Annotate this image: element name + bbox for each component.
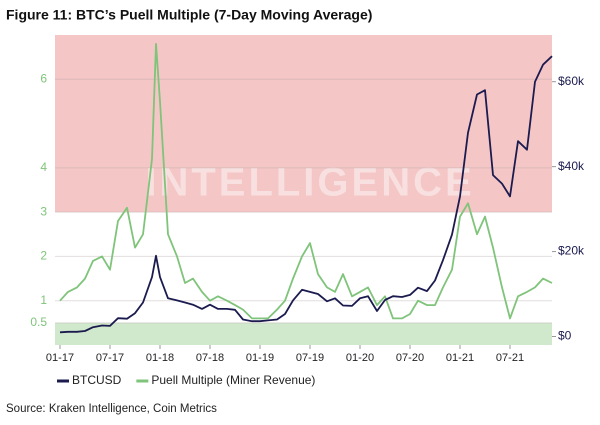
y-tick-label: 6	[40, 71, 47, 85]
x-tick-label: 01-18	[146, 352, 174, 364]
series-line	[59, 43, 553, 320]
source: Source: Kraken Intelligence, Coin Metric…	[6, 403, 217, 415]
series-line	[59, 55, 553, 334]
y-tick-label: 1	[40, 293, 47, 307]
legend-label: Puell Multiple (Miner Revenue)	[151, 373, 315, 387]
band	[55, 322, 552, 345]
x-tick-label: 07-18	[196, 352, 224, 364]
y2-tick-label: $0	[558, 329, 572, 343]
y2-tick-label: $40k	[558, 159, 585, 173]
chart-title: Figure 11: BTC’s Puell Multiple (7-Day M…	[6, 7, 372, 23]
band	[55, 35, 552, 213]
x-tick-label: 07-17	[96, 352, 124, 364]
y-tick-label: 2	[40, 249, 47, 263]
y-tick-label: 0.5	[30, 315, 47, 329]
y-tick-label: 3	[40, 204, 47, 218]
x-tick-label: 01-17	[46, 352, 74, 364]
legend-label: BTCUSD	[72, 373, 122, 387]
y2-tick-label: $20k	[558, 244, 585, 258]
y2-tick-label: $60k	[558, 74, 585, 88]
x-tick-label: 07-20	[396, 352, 424, 364]
y-tick-label: 4	[40, 160, 47, 174]
x-tick-label: 01-21	[446, 352, 474, 364]
watermark: INTELLIGENCE	[145, 161, 474, 205]
x-tick-label: 01-20	[346, 352, 374, 364]
x-tick-label: 07-21	[496, 352, 524, 364]
x-tick-label: 01-19	[246, 352, 274, 364]
x-tick-label: 07-19	[296, 352, 324, 364]
